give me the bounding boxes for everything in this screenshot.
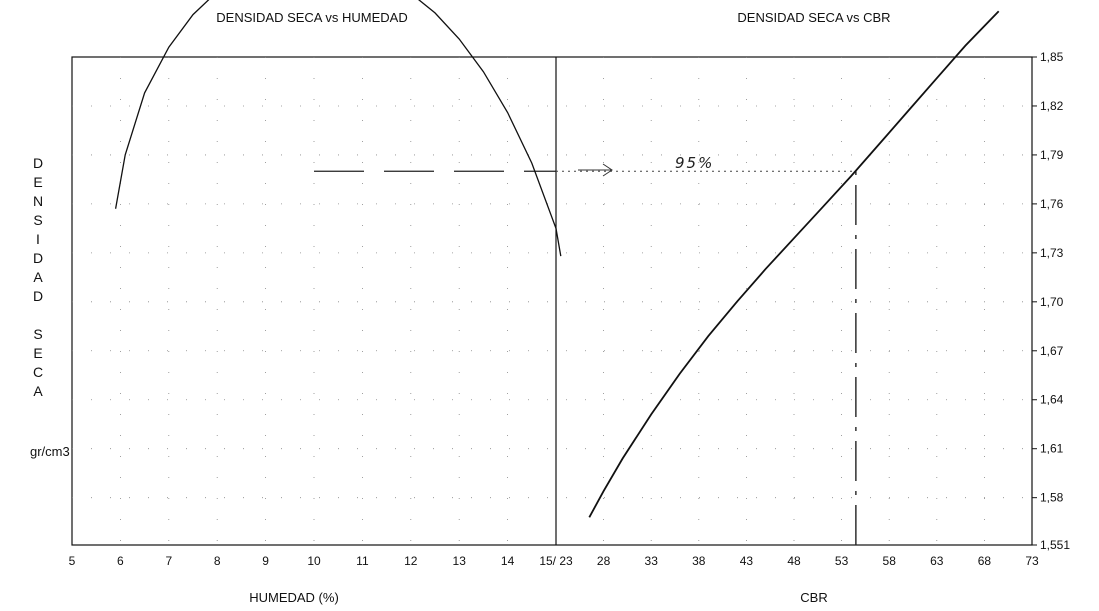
cbr-curve [588, 10, 1000, 518]
right-x-tick-label: 73 [1025, 554, 1039, 568]
y-axis-label-letter: N [33, 193, 43, 209]
left-x-tick-label: 8 [214, 554, 221, 568]
y-axis-unit: gr/cm3 [30, 444, 70, 459]
left-x-tick-label: 11 [356, 554, 369, 568]
right-x-tick-label: 68 [978, 554, 992, 568]
y-axis-label-letter: I [36, 231, 40, 247]
right-x-tick-label: 43 [740, 554, 754, 568]
left-x-tick-label: 13 [453, 554, 467, 568]
y-tick-label: 1,64 [1040, 393, 1064, 407]
annotation-95-percent: 95% [675, 154, 714, 172]
y-axis-label-letter: A [33, 383, 43, 399]
right-x-tick-label: 48 [787, 554, 801, 568]
y-axis-label-letter: D [33, 288, 43, 304]
y-tick-label: 1,82 [1040, 99, 1064, 113]
y-tick-label: 1,61 [1040, 442, 1064, 456]
left-x-tick-label: 9 [262, 554, 269, 568]
left-x-tick-label: 14 [501, 554, 515, 568]
right-x-tick-label: 28 [597, 554, 611, 568]
right-chart-title: DENSIDAD SECA vs CBR [737, 10, 890, 25]
y-axis-label-letter: S [33, 326, 42, 342]
x-tick-separator: 15/ 23 [539, 554, 573, 568]
plot-frame [71, 56, 1033, 546]
y-axis-label-letter: D [33, 155, 43, 171]
y-tick-label: 1,70 [1040, 295, 1064, 309]
y-tick-label: 1,73 [1040, 246, 1064, 260]
right-x-tick-label: 33 [645, 554, 659, 568]
right-x-tick-label: 63 [930, 554, 944, 568]
y-axis-label-letter: S [33, 212, 42, 228]
left-x-tick-label: 5 [69, 554, 76, 568]
y-tick-label: 1,85 [1040, 50, 1064, 64]
y-tick-label: 1,76 [1040, 197, 1064, 211]
annotation-arrow-head [602, 163, 613, 177]
left-x-axis-label: HUMEDAD (%) [249, 590, 339, 605]
compaction-curve [114, 0, 562, 257]
right-x-tick-label: 38 [692, 554, 706, 568]
y-tick-label: 1,67 [1040, 344, 1064, 358]
left-x-tick-label: 7 [165, 554, 172, 568]
y-axis-label-letter: E [33, 174, 42, 190]
right-x-tick-label: 58 [883, 554, 897, 568]
y-axis-label-letter: E [33, 345, 42, 361]
y-axis-label-letter: C [33, 364, 43, 380]
y-tick-label: 1,58 [1040, 491, 1064, 505]
left-x-tick-label: 6 [117, 554, 124, 568]
y-tick-label: 1,551 [1040, 538, 1070, 552]
left-chart-title: DENSIDAD SECA vs HUMEDAD [216, 10, 407, 25]
y-tick-label: 1,79 [1040, 148, 1064, 162]
right-x-axis-label: CBR [800, 590, 827, 605]
y-axis-label-letter: A [33, 269, 43, 285]
left-x-tick-label: 12 [404, 554, 418, 568]
right-x-tick-label: 53 [835, 554, 849, 568]
left-x-tick-label: 10 [307, 554, 321, 568]
y-axis-label-letter: D [33, 250, 43, 266]
